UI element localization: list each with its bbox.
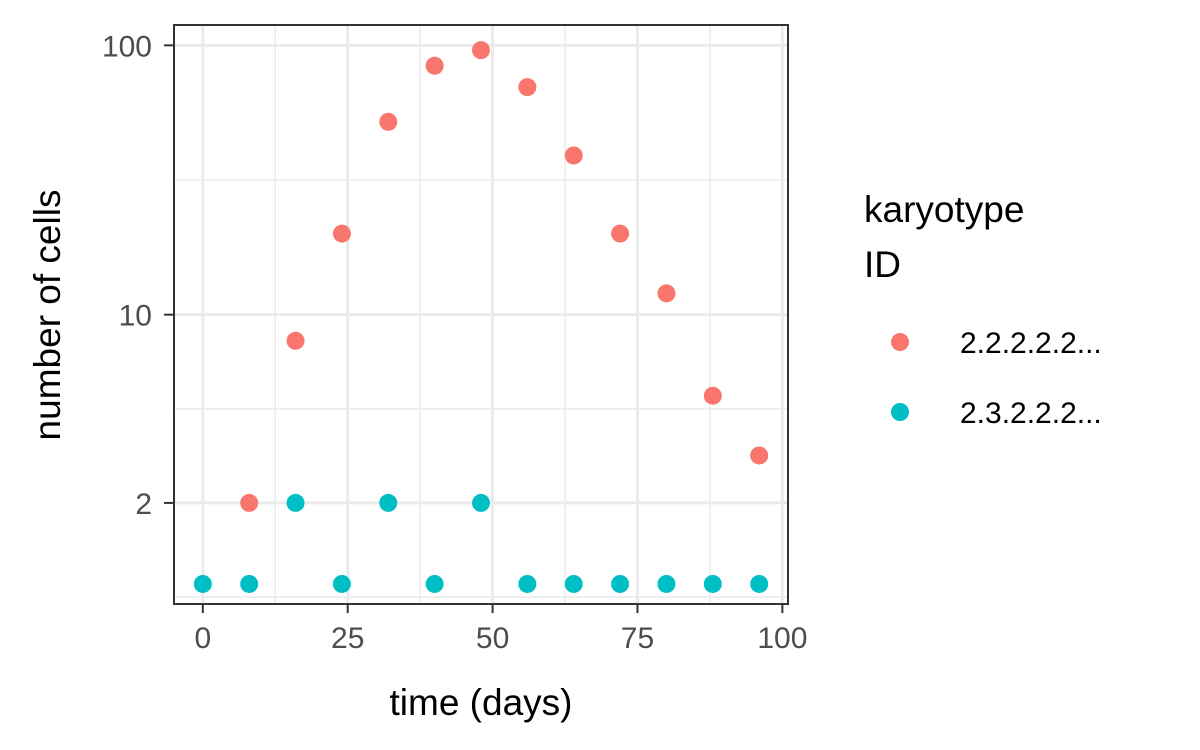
x-axis-title: time (days) [390,682,573,723]
data-point-series-2 [193,574,212,593]
y-tick-label: 100 [102,30,152,63]
data-point-series-1 [611,224,630,243]
data-point-series-1 [425,56,444,75]
data-point-series-2 [564,574,583,593]
data-point-series-2 [379,493,398,512]
y-tick-label: 2 [135,488,152,521]
legend-key-series-2 [891,403,909,421]
y-axis-title: number of cells [27,190,68,441]
data-point-series-2 [425,574,444,593]
data-point-series-1 [703,386,722,405]
data-point-series-2 [611,574,630,593]
legend-label-series-1: 2.2.2.2.2... [960,327,1102,360]
data-point-series-1 [240,493,259,512]
data-point-series-1 [657,284,676,303]
data-point-series-2 [472,493,490,512]
data-point-series-1 [564,146,583,165]
legend-title-line-1: karyotype [864,189,1024,230]
data-point-series-1 [750,446,769,465]
data-point-series-2 [518,574,537,593]
data-point-series-2 [332,574,351,593]
legend-key-series-1 [891,333,909,351]
x-tick-label: 0 [194,622,211,655]
data-point-series-1 [332,224,351,243]
y-axis-ticks: 2 10 100 [102,30,174,521]
y-tick-label: 10 [119,300,152,333]
data-points [193,41,769,593]
data-point-series-2 [703,574,722,593]
data-point-series-1 [472,41,490,60]
legend-title-line-2: ID [864,244,901,285]
x-axis-ticks: 0 25 50 75 100 [194,604,807,655]
data-point-series-1 [379,112,398,131]
data-point-series-2 [657,574,676,593]
legend-label-series-2: 2.3.2.2.2... [960,397,1102,430]
x-tick-label: 100 [757,622,807,655]
data-point-series-1 [518,78,537,97]
x-tick-label: 75 [621,622,654,655]
data-point-series-2 [750,574,769,593]
data-point-series-2 [286,493,305,512]
data-point-series-2 [240,574,259,593]
data-point-series-1 [286,331,305,350]
x-tick-label: 25 [331,622,364,655]
x-tick-label: 50 [476,622,509,655]
legend: karyotype ID 2.2.2.2.2... 2.3.2.2.2... [864,189,1102,430]
